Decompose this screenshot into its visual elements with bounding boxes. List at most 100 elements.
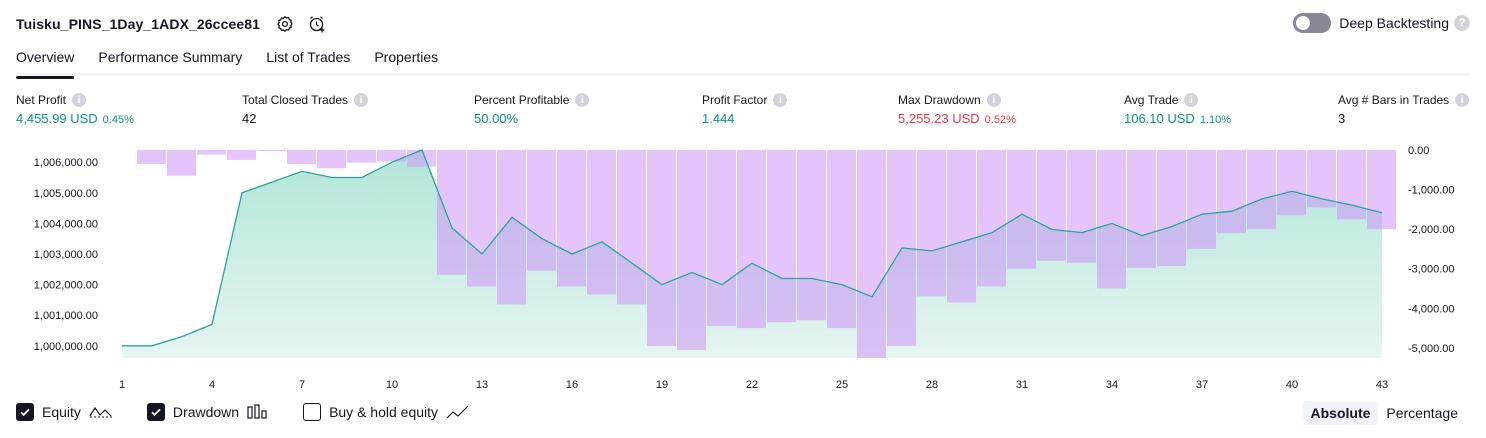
metric-label: Avg Trade <box>1124 93 1179 107</box>
drawdown-bar <box>797 150 826 321</box>
equity-line-icon <box>89 404 113 420</box>
x-axis-tick-label: 40 <box>1286 379 1298 391</box>
buyhold-line-icon <box>446 404 470 420</box>
drawdown-bar <box>527 150 556 271</box>
drawdown-bar <box>737 150 766 329</box>
metric-value: 50.00% <box>474 111 519 126</box>
drawdown-bar <box>167 150 196 176</box>
drawdown-bar <box>137 150 166 164</box>
x-axis-tick-label: 4 <box>209 379 215 391</box>
x-axis-tick-label: 1 <box>119 379 125 391</box>
metric-label: Profit Factor <box>702 93 768 107</box>
x-axis-tick-label: 16 <box>566 379 578 391</box>
absolute-button[interactable]: Absolute <box>1302 401 1379 425</box>
metric-percent: 1.10% <box>1199 114 1232 126</box>
metric-label: Max Drawdown <box>898 93 981 107</box>
legend-buyhold-toggle[interactable]: Buy & hold equity <box>303 403 470 421</box>
info-icon[interactable]: i <box>773 93 788 107</box>
x-axis-tick-label: 19 <box>656 379 668 391</box>
drawdown-bar <box>1127 150 1156 268</box>
left-axis-tick-label: 1,002,000.00 <box>34 280 98 292</box>
strategy-name: Tuisku_PINS_1Day_1ADX_26ccee81 <box>16 16 261 32</box>
metric-value: 106.10 USD <box>1124 111 1195 126</box>
x-axis-tick-label: 28 <box>926 379 938 391</box>
drawdown-bar <box>1097 150 1126 289</box>
drawdown-bar <box>1187 150 1216 249</box>
metric-net-profit: Net Profit i 4,455.99 USD 0.45% <box>16 93 134 126</box>
deep-backtesting-toggle[interactable] <box>1293 13 1332 33</box>
buyhold-checkbox[interactable] <box>303 403 322 421</box>
tab-bar: Overview Performance Summary List of Tra… <box>16 46 1470 79</box>
drawdown-bar <box>1247 150 1276 230</box>
scale-switch: Absolute Percentage <box>1302 401 1467 425</box>
drawdown-bar <box>1307 150 1336 208</box>
drawdown-bar <box>407 150 436 167</box>
x-axis-tick-label: 34 <box>1106 379 1118 391</box>
deep-backtesting-label: Deep Backtesting <box>1339 15 1449 31</box>
settings-gear-icon[interactable] <box>274 13 296 35</box>
metric-label: Total Closed Trades <box>242 93 349 107</box>
right-axis-tick-label: -4,000.00 <box>1408 303 1454 315</box>
left-axis-tick-label: 1,004,000.00 <box>34 218 98 230</box>
percentage-button[interactable]: Percentage <box>1386 405 1458 421</box>
legend-equity-toggle[interactable]: Equity <box>16 403 113 421</box>
info-icon[interactable]: i <box>354 93 369 107</box>
left-axis-tick-label: 1,000,000.00 <box>34 341 98 353</box>
equity-drawdown-chart[interactable]: 1,000,000.00 1,001,000.00 1,002,000.00 1,00… <box>0 140 1486 398</box>
info-icon[interactable]: i <box>72 93 87 107</box>
metric-label: Avg # Bars in Trades <box>1338 93 1450 107</box>
drawdown-bar <box>1067 150 1096 263</box>
right-axis-tick-label: -3,000.00 <box>1408 264 1454 276</box>
drawdown-bar <box>1157 150 1186 266</box>
drawdown-bar <box>1277 150 1306 216</box>
right-axis-tick-label: -2,000.00 <box>1408 224 1454 236</box>
legend-label: Buy & hold equity <box>329 404 439 420</box>
drawdown-bar <box>1367 150 1396 230</box>
drawdown-bar <box>377 150 406 162</box>
left-axis-tick-label: 1,001,000.00 <box>34 310 98 322</box>
left-axis-tick-label: 1,006,000.00 <box>34 157 98 169</box>
metric-label: Net Profit <box>16 93 67 107</box>
metric-value: 5,255.23 USD <box>898 111 980 126</box>
legend-drawdown-toggle[interactable]: Drawdown <box>146 403 269 421</box>
metric-avg-trade: Avg Trade i 106.10 USD 1.10% <box>1124 93 1231 126</box>
info-icon[interactable]: i <box>575 93 590 107</box>
x-axis-tick-label: 13 <box>476 379 488 391</box>
drawdown-bar <box>1007 150 1036 269</box>
x-axis-tick-label: 7 <box>299 379 305 391</box>
drawdown-bar <box>947 150 976 303</box>
drawdown-bar <box>827 150 856 329</box>
right-axis-tick-label: 0.00 <box>1408 145 1429 157</box>
drawdown-bar <box>707 150 736 327</box>
info-icon[interactable]: i <box>1184 93 1199 107</box>
x-axis-tick-label: 31 <box>1016 379 1028 391</box>
metric-percent: 0.52% <box>984 114 1016 126</box>
drawdown-bar <box>197 150 226 155</box>
tab-overview[interactable]: Overview <box>16 46 75 79</box>
drawdown-bars-icon <box>247 404 269 420</box>
x-axis-tick-label: 25 <box>836 379 848 391</box>
drawdown-bar <box>227 150 256 160</box>
metric-value: 3 <box>1338 111 1346 126</box>
help-question-icon[interactable]: ? <box>1454 15 1470 31</box>
info-icon[interactable]: i <box>1455 93 1470 107</box>
metric-percent: 0.45% <box>102 114 134 126</box>
info-icon[interactable]: i <box>986 93 1001 107</box>
chart-legend: Equity Drawdown Buy & hold equity <box>16 403 504 421</box>
tab-performance-summary[interactable]: Performance Summary <box>98 49 243 65</box>
tab-properties[interactable]: Properties <box>374 49 439 65</box>
metric-percent-profitable: Percent Profitable i 50.00% <box>474 93 590 126</box>
drawdown-bar <box>917 150 946 297</box>
tab-list-of-trades[interactable]: List of Trades <box>266 49 351 65</box>
x-axis-tick-label: 43 <box>1376 379 1388 391</box>
drawdown-checkbox[interactable] <box>146 403 165 421</box>
toggle-knob <box>1296 16 1311 30</box>
equity-checkbox[interactable] <box>16 403 34 421</box>
add-alert-clock-icon[interactable] <box>306 13 328 35</box>
drawdown-bar <box>767 150 796 323</box>
drawdown-bar <box>1337 150 1366 220</box>
right-axis-tick-label: -5,000.00 <box>1408 343 1454 355</box>
left-axis-tick-label: 1,003,000.00 <box>34 249 98 261</box>
legend-label: Equity <box>42 404 81 420</box>
drawdown-bar <box>437 150 466 275</box>
